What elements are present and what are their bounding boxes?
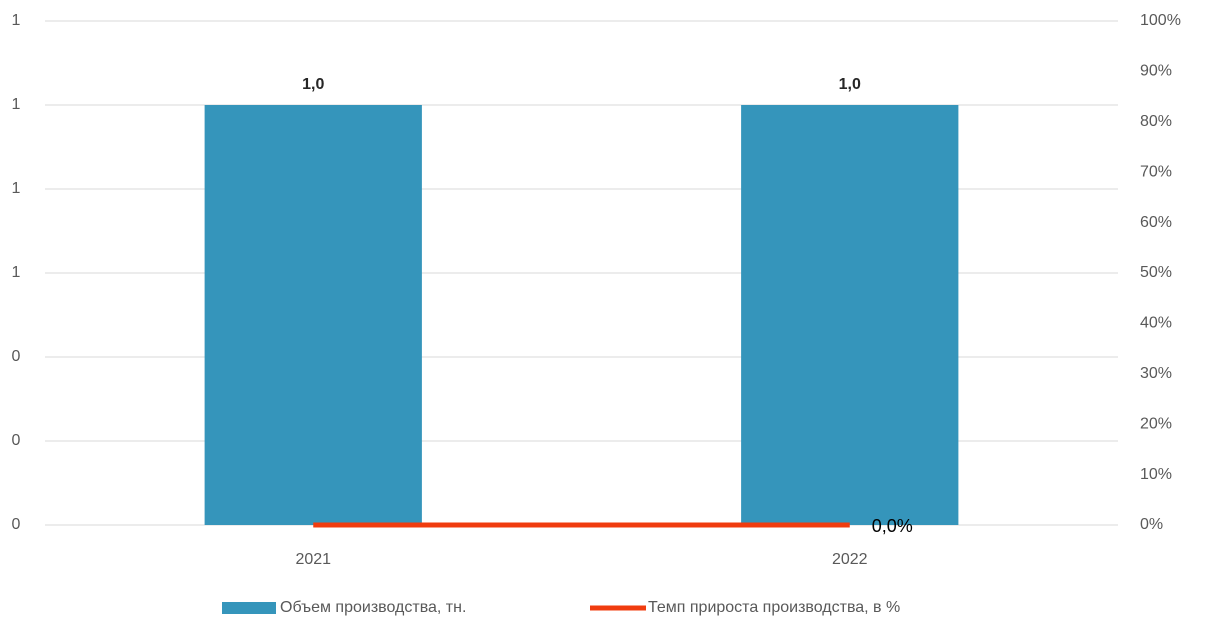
y2-tick-label: 0%	[1140, 516, 1163, 533]
bar	[204, 105, 422, 525]
y-tick-label: 1	[12, 96, 21, 113]
legend-label: Объем производства, тн.	[280, 599, 466, 616]
bar-value-label: 1,0	[839, 76, 861, 93]
y-tick-label: 0	[12, 432, 21, 449]
y-tick-label: 1	[12, 12, 21, 29]
line-value-label: 0,0%	[872, 516, 913, 536]
legend-swatch	[222, 602, 276, 614]
y2-tick-label: 70%	[1140, 163, 1172, 180]
y-tick-label: 1	[12, 180, 21, 197]
y2-tick-label: 50%	[1140, 264, 1172, 281]
y-tick-label: 0	[12, 348, 21, 365]
x-tick-label: 2022	[832, 551, 868, 568]
y2-tick-label: 20%	[1140, 415, 1172, 432]
x-tick-label: 2021	[295, 551, 331, 568]
bar	[741, 105, 959, 525]
y2-tick-label: 100%	[1140, 12, 1181, 29]
y2-tick-label: 90%	[1140, 63, 1172, 80]
y2-tick-label: 10%	[1140, 466, 1172, 483]
y-tick-label: 0	[12, 516, 21, 533]
y-tick-label: 1	[12, 264, 21, 281]
legend-label: Темп прироста производства, в %	[648, 599, 900, 616]
bar-value-label: 1,0	[302, 76, 324, 93]
y2-tick-label: 30%	[1140, 365, 1172, 382]
y2-tick-label: 60%	[1140, 214, 1172, 231]
y2-tick-label: 40%	[1140, 315, 1172, 332]
y2-tick-label: 80%	[1140, 113, 1172, 130]
